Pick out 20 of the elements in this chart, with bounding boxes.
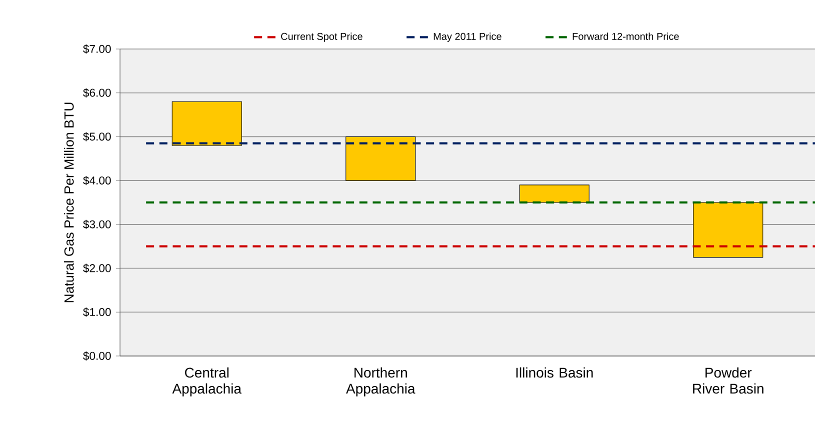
x-tick-label: Illinois Basin [516,367,593,378]
bar [693,202,764,258]
y-tick-label: $5.00 [83,132,111,142]
x-tick-label: Northern Appalachia [346,367,416,396]
y-tick-label: $6.00 [83,88,111,98]
bar [172,101,242,146]
bar [519,184,590,203]
legend-label: Forward 12-month Price [572,32,679,40]
y-axis-title: Natural Gas Price Per Million BTU [64,102,74,302]
x-tick-label: Central Appalachia [172,367,242,396]
bar [346,136,416,181]
legend-label: May 2011 Price [434,32,502,42]
legend-label: Current Spot Price [281,32,362,42]
y-tick-label: $3.00 [83,220,111,230]
x-tick-label: Powder River Basin [693,367,764,394]
y-tick-label: $4.00 [83,176,111,186]
y-tick-label: $7.00 [83,44,111,54]
y-tick-label: $1.00 [83,308,111,317]
y-tick-label: $0.00 [83,351,111,361]
y-tick-label: $2.00 [83,264,111,273]
